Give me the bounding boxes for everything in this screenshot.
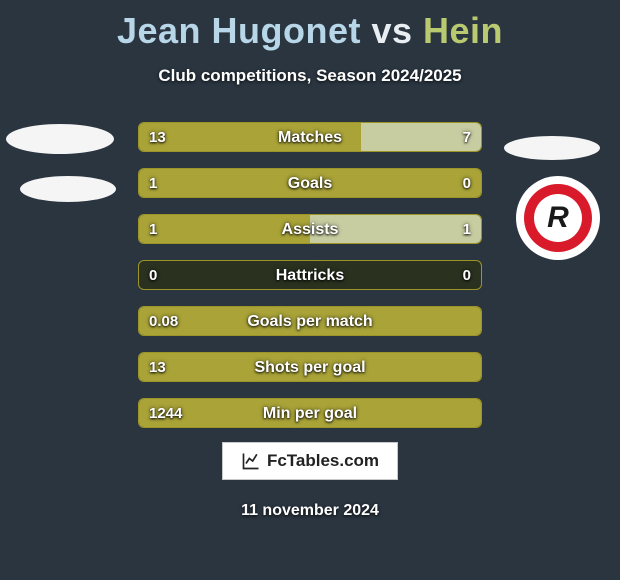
jahn-logo-letter: R [534, 194, 582, 242]
stat-row: 0.08Goals per match [138, 306, 482, 336]
vs-text: vs [361, 10, 423, 51]
player1-name: Jean Hugonet [117, 10, 361, 51]
left-club-badge [6, 120, 116, 230]
stat-row: 11Assists [138, 214, 482, 244]
left-badge-ellipse-2 [20, 176, 116, 202]
stat-label: Min per goal [139, 399, 481, 428]
stat-row: 00Hattricks [138, 260, 482, 290]
chart-icon [241, 451, 261, 471]
right-badge-ellipse-1 [504, 136, 600, 160]
stat-label: Goals [139, 169, 481, 198]
stat-label: Assists [139, 215, 481, 244]
stat-row: 137Matches [138, 122, 482, 152]
right-club-badge: R [504, 176, 614, 286]
stat-row: 10Goals [138, 168, 482, 198]
stat-label: Goals per match [139, 307, 481, 336]
footer-site-text: FcTables.com [267, 451, 379, 471]
subtitle: Club competitions, Season 2024/2025 [0, 66, 620, 86]
stat-bars: 137Matches 10Goals 11Assists 00Hattricks 0.0… [138, 122, 482, 444]
stat-label: Hattricks [139, 261, 481, 290]
footer-date: 11 november 2024 [0, 502, 620, 520]
footer-logo[interactable]: FcTables.com [222, 442, 398, 480]
jahn-logo-inner: R [524, 184, 592, 252]
left-badge-ellipse-1 [6, 124, 114, 154]
page-title: Jean Hugonet vs Hein [0, 0, 620, 52]
stat-label: Shots per goal [139, 353, 481, 382]
stat-row: 1244Min per goal [138, 398, 482, 428]
player2-name: Hein [423, 10, 503, 51]
stat-label: Matches [139, 123, 481, 152]
stat-row: 13Shots per goal [138, 352, 482, 382]
jahn-logo: R [516, 176, 600, 260]
